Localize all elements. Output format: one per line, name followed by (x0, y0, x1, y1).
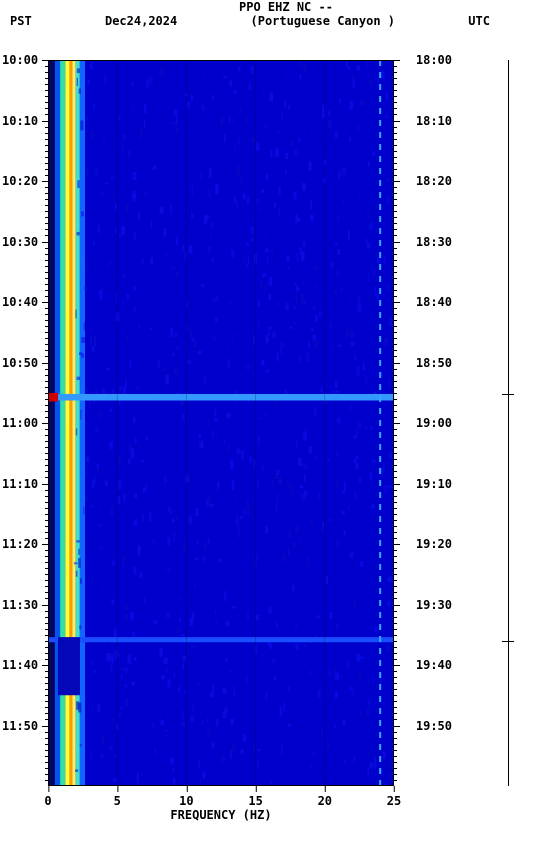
ytick-left: 10:20 (0, 175, 48, 187)
station-name: (Portuguese Canyon ) (251, 14, 396, 28)
xtick: 0 (44, 786, 51, 808)
ytick-left: 10:30 (0, 236, 48, 248)
ytick-left: 11:20 (0, 538, 48, 550)
header: PPO EHZ NC -- PST Dec24,2024 (Portuguese… (0, 0, 552, 28)
xtick: 20 (318, 786, 332, 808)
ytick-left: 10:40 (0, 296, 48, 308)
header-row: PST Dec24,2024 (Portuguese Canyon ) UTC (10, 14, 490, 28)
ytick-right: 19:00 (394, 417, 454, 429)
ytick-right: 19:50 (394, 720, 454, 732)
ytick-left: 10:10 (0, 115, 48, 127)
xtick: 10 (179, 786, 193, 808)
xtick: 5 (114, 786, 121, 808)
title-station-code: PPO EHZ NC -- (20, 0, 552, 14)
ytick-right: 18:40 (394, 296, 454, 308)
x-axis-label: FREQUENCY (HZ) (170, 808, 271, 822)
ytick-right: 18:20 (394, 175, 454, 187)
amplitude-axis (508, 60, 509, 786)
ytick-left: 11:40 (0, 659, 48, 671)
ytick-right: 18:50 (394, 357, 454, 369)
spectrogram-svg (48, 60, 394, 786)
ytick-right: 18:30 (394, 236, 454, 248)
xtick: 25 (387, 786, 401, 808)
ytick-left: 11:50 (0, 720, 48, 732)
y-axis-left: 10:0010:1010:2010:3010:4010:5011:0011:10… (0, 60, 48, 786)
y-axis-right: 18:0018:1018:2018:3018:4018:5019:0019:10… (394, 60, 454, 786)
ytick-left: 10:50 (0, 357, 48, 369)
tz-left: PST (10, 14, 32, 28)
tz-right: UTC (468, 14, 490, 28)
spectrogram-plot (48, 60, 394, 786)
ytick-left: 10:00 (0, 54, 48, 66)
ytick-right: 19:40 (394, 659, 454, 671)
ytick-left: 11:30 (0, 599, 48, 611)
ytick-left: 11:00 (0, 417, 48, 429)
ytick-right: 18:10 (394, 115, 454, 127)
ytick-right: 19:10 (394, 478, 454, 490)
xtick: 15 (248, 786, 262, 808)
date-label: Dec24,2024 (105, 14, 177, 28)
ytick-left: 11:10 (0, 478, 48, 490)
ytick-right: 18:00 (394, 54, 454, 66)
ytick-right: 19:30 (394, 599, 454, 611)
ytick-right: 19:20 (394, 538, 454, 550)
